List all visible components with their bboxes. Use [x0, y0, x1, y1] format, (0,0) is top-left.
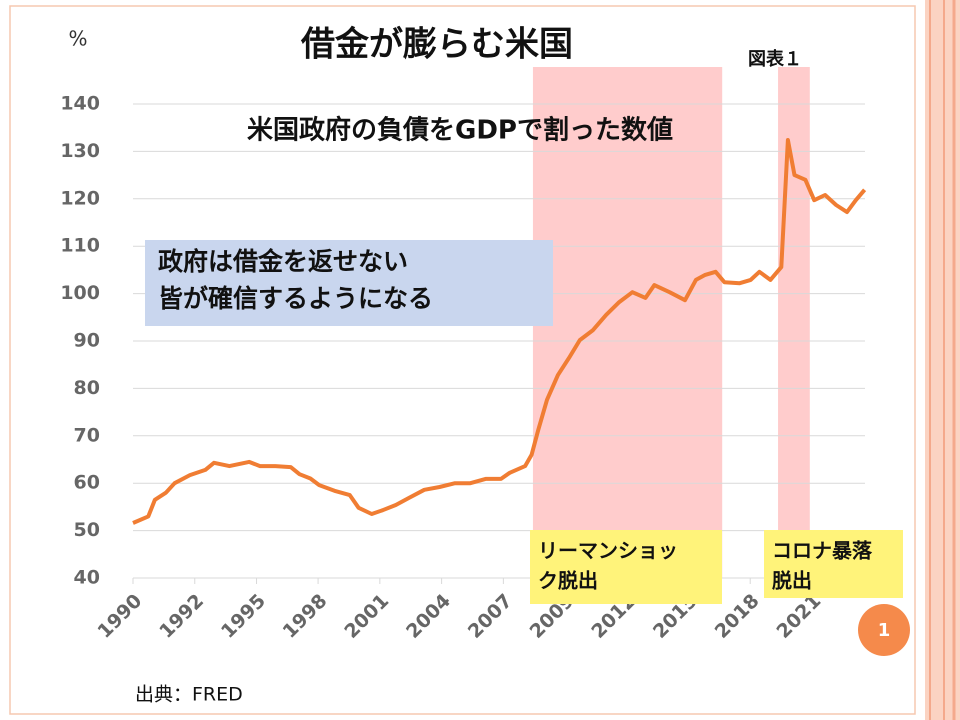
region-label-box: [530, 530, 722, 604]
data-line: [132, 138, 867, 525]
y-tick-label: 60: [74, 472, 100, 494]
y-tick-label: 120: [60, 187, 100, 209]
y-tick-label: 80: [74, 377, 100, 399]
callout-box: [145, 240, 553, 326]
shaded-region: [532, 67, 723, 578]
y-tick-label: 50: [74, 519, 100, 541]
region-label: リーマンショッ: [538, 539, 678, 563]
frame: [9, 5, 916, 715]
region-label: 脱出: [772, 569, 812, 593]
chart-subtitle: 米国政府の負債をGDPで割った数値: [247, 115, 673, 146]
y-tick-label: 90: [74, 330, 100, 352]
y-tick-label: 40: [74, 567, 100, 589]
callout-text: 政府は借金を返せない: [158, 247, 408, 276]
shaded-region: [778, 67, 810, 578]
page-badge: [858, 604, 910, 656]
y-tick-label: 100: [60, 282, 100, 304]
y-tick-label: 70: [74, 424, 100, 446]
side-stripes: [925, 0, 960, 720]
region-label: ク脱出: [538, 569, 598, 593]
callout-text: 皆が確信するようになる: [158, 284, 433, 313]
page-number: 1: [878, 620, 891, 641]
y-unit: %: [68, 27, 87, 51]
figure-label: 図表１: [748, 48, 802, 70]
y-tick-label: 140: [60, 93, 100, 115]
source: 出典：FRED: [135, 684, 243, 706]
chart-title: 借金が膨らむ米国: [300, 25, 573, 65]
region-label: コロナ暴落: [772, 539, 873, 563]
y-tick-label: 130: [60, 140, 100, 162]
region-label-box: [764, 530, 903, 598]
y-tick-label: 110: [60, 235, 100, 257]
